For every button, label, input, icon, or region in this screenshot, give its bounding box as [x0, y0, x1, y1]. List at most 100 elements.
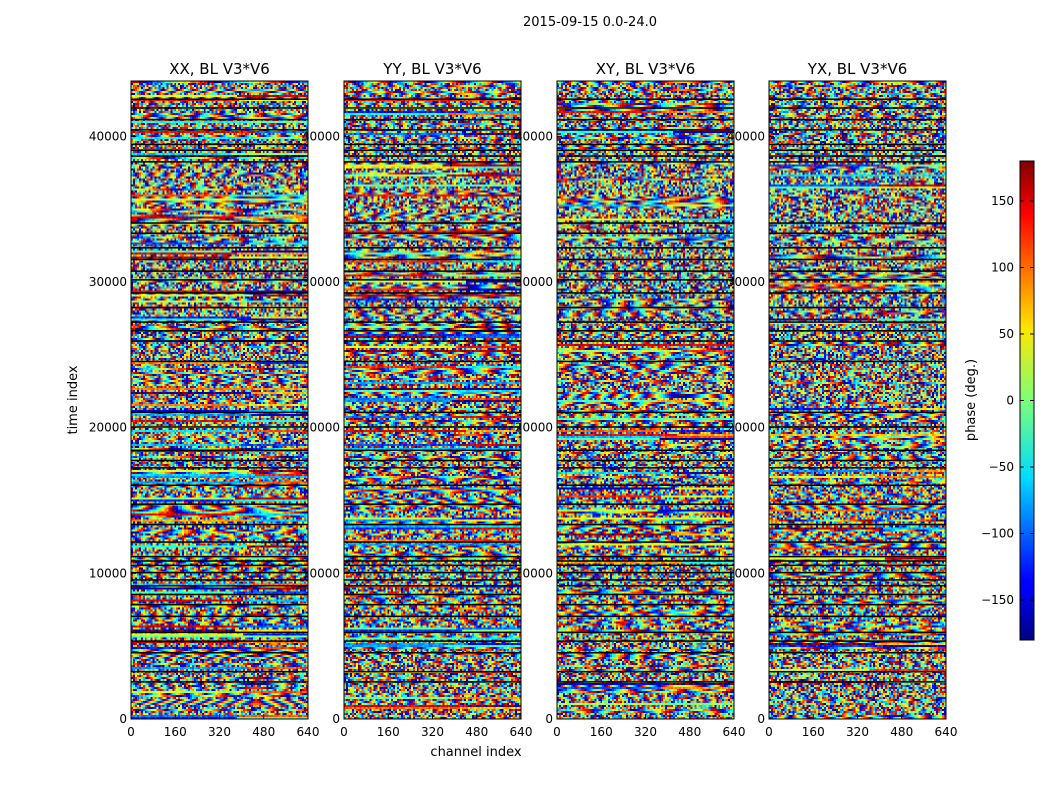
flagged-row-band [344, 584, 521, 587]
flagged-row-band [557, 222, 734, 224]
flagged-row-band [557, 426, 734, 428]
panel-3: YX, BL V3*V6 0 160 320 480 640 0 10000 20000 3000… [727, 60, 958, 739]
x-tick-label: 0 [765, 725, 773, 739]
flagged-row-band [769, 411, 946, 414]
flagged-row-band [557, 579, 734, 581]
flagged-row-band [131, 149, 308, 151]
flagged-row-band [769, 360, 946, 363]
flagged-row-band [557, 640, 734, 642]
flagged-row-band [557, 681, 734, 683]
flagged-row-band [769, 564, 946, 567]
flagged-row-band [131, 279, 308, 281]
y-tick-label: 0 [332, 712, 340, 726]
x-tick-label: 160 [802, 725, 825, 739]
flagged-row-band [131, 651, 308, 654]
flagged-row-band [557, 360, 734, 363]
x-tick-label: 480 [890, 725, 913, 739]
flagged-row-band [344, 155, 521, 157]
flagged-row-band [769, 330, 946, 332]
phase-heatmap-image [131, 81, 308, 719]
flagged-row-band [557, 155, 734, 157]
flagged-row-band [769, 247, 946, 249]
flagged-row-band [769, 321, 946, 323]
y-tick-label: 40000 [515, 129, 553, 143]
flagged-row-band [344, 107, 521, 109]
colorbar-label: phase (deg.) [964, 359, 979, 441]
flagged-row-band [769, 631, 946, 634]
flagged-row-band [344, 467, 521, 469]
flagged-row-band [557, 161, 734, 163]
flagged-row-band [769, 449, 946, 452]
flagged-row-band [557, 564, 734, 567]
flagged-row-band [769, 426, 946, 428]
panel-2: XY, BL V3*V6 0 160 320 480 640 0 10000 20000 3000… [515, 60, 746, 739]
flagged-row-band [344, 681, 521, 683]
flagged-row-band [131, 292, 308, 294]
flagged-row-band [344, 426, 521, 428]
colorbar-tick-label: 150 [991, 194, 1014, 208]
flagged-row-band [557, 258, 734, 261]
flagged-row-band [769, 603, 946, 606]
flagged-row-band [131, 631, 308, 634]
flagged-row-band [769, 340, 946, 342]
x-tick-label: 480 [678, 725, 701, 739]
flagged-row-band [557, 107, 734, 109]
flagged-row-band [344, 247, 521, 249]
x-tick-label: 0 [553, 725, 561, 739]
flagged-row-band [557, 651, 734, 654]
flagged-row-band [769, 579, 946, 581]
flagged-row-band [344, 330, 521, 332]
flagged-row-band [344, 571, 521, 574]
flagged-row-band [344, 222, 521, 224]
flagged-row-band [131, 541, 308, 543]
flagged-row-band [769, 292, 946, 294]
colorbar-tick-label: 50 [999, 327, 1014, 341]
flagged-row-band [131, 247, 308, 249]
panel-0: XX, BL V3*V6 0 160 320 480 640 0 10000 20000 3000… [89, 60, 320, 739]
y-tick-label: 40000 [89, 129, 127, 143]
flagged-row-band [131, 593, 308, 596]
flagged-row-band [131, 411, 308, 414]
flagged-row-band [344, 564, 521, 567]
flagged-row-band [131, 459, 308, 462]
x-tick-label: 160 [377, 725, 400, 739]
flagged-row-band [557, 411, 734, 414]
flagged-row-band [131, 161, 308, 163]
flagged-row-band [344, 161, 521, 163]
flagged-row-band [344, 292, 521, 294]
panels: XX, BL V3*V6 0 160 320 480 640 0 10000 20000 3000… [89, 60, 958, 739]
flagged-row-band [131, 571, 308, 574]
flagged-row-band [344, 670, 521, 673]
phase-heatmap-image [769, 81, 946, 719]
flagged-row-band [344, 411, 521, 414]
flagged-row-band [344, 118, 521, 121]
flagged-row-band [344, 579, 521, 581]
flagged-row-band [557, 503, 734, 505]
flagged-row-band [557, 449, 734, 452]
flagged-row-band [344, 449, 521, 452]
flagged-row-band [769, 129, 946, 131]
flagged-row-band [557, 232, 734, 234]
flagged-row-band [557, 292, 734, 294]
flagged-row-band [131, 564, 308, 567]
y-tick-label: 40000 [302, 129, 340, 143]
flagged-row-band [344, 560, 521, 562]
flagged-row-band [557, 118, 734, 121]
x-tick-label: 480 [252, 725, 275, 739]
flagged-row-band [344, 149, 521, 151]
y-tick-label: 20000 [515, 421, 553, 435]
flagged-row-band [769, 571, 946, 574]
flagged-row-band [131, 118, 308, 121]
flagged-row-band [131, 555, 308, 558]
flagged-row-band [131, 321, 308, 323]
flagged-row-band [557, 593, 734, 596]
flagged-row-band [769, 484, 946, 486]
flagged-row-band [344, 651, 521, 654]
flagged-row-band [557, 541, 734, 543]
flagged-row-band [344, 631, 521, 634]
flagged-row-band [131, 560, 308, 562]
flagged-row-band [557, 247, 734, 249]
x-tick-label: 320 [846, 725, 869, 739]
y-tick-label: 30000 [89, 275, 127, 289]
flagged-row-band [344, 143, 521, 146]
